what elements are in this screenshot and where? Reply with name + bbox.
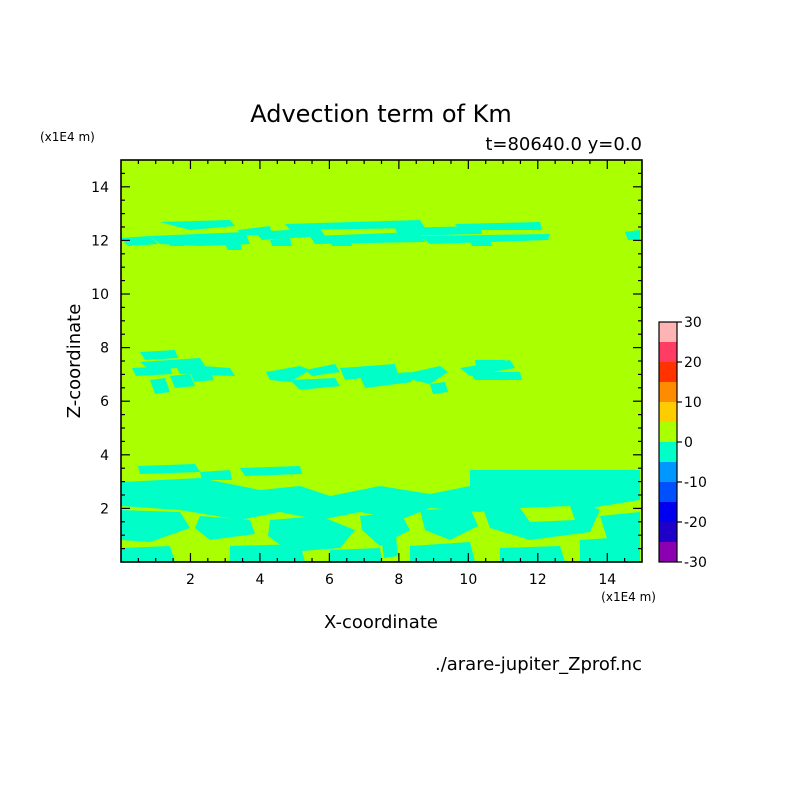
x-tick-label: 10 [459,572,477,588]
colorbar: -30 -20 -10 0 10 20 30 [658,315,707,571]
colorbar-swatch [659,462,677,482]
y-tick-label: 6 [100,394,109,410]
y-axis-ticks: 2 4 6 8 10 12 14 [91,172,642,550]
negative-band-lower [121,464,640,562]
x-tick-label: 6 [325,572,334,588]
negative-band-upper [120,220,640,250]
colorbar-label: -20 [684,515,707,531]
colorbar-swatch [659,442,677,462]
y-tick-label: 4 [100,448,109,464]
colorbar-label: -10 [684,475,707,491]
colorbar-label: 10 [684,395,702,411]
x-axis-ticks: 2 4 6 8 10 12 14 [137,160,626,588]
x-tick-label: 14 [598,572,616,588]
x-tick-label: 2 [186,572,195,588]
y-tick-label: 14 [91,180,109,196]
colorbar-swatch [659,522,677,542]
colorbar-label: 0 [684,435,693,451]
x-tick-label: 8 [394,572,403,588]
y-unit-label: (x1E4 m) [40,130,95,144]
y-axis-label: Z-coordinate [64,304,85,419]
y-tick-label: 2 [100,501,109,517]
source-filename: ./arare-jupiter_Zprof.nc [435,654,642,675]
y-tick-label: 12 [91,233,109,249]
colorbar-swatch [659,502,677,522]
chart-subtitle: t=80640.0 y=0.0 [485,134,642,155]
colorbar-swatch [659,482,677,502]
colorbar-swatch [659,342,677,362]
colorbar-label: 20 [684,355,702,371]
colorbar-swatch [659,422,677,442]
x-unit-label: (x1E4 m) [601,590,656,604]
x-tick-label: 12 [529,572,547,588]
x-tick-label: 4 [255,572,264,588]
colorbar-swatch [659,322,677,342]
colorbar-swatch [659,542,677,562]
negative-band-middle [132,350,522,394]
y-tick-label: 8 [100,341,109,357]
chart-title: Advection term of Km [250,100,512,128]
colorbar-label: -30 [684,555,707,571]
colorbar-swatch [659,362,677,382]
negative-regions [120,220,640,562]
x-axis-label: X-coordinate [324,612,438,633]
colorbar-label: 30 [684,315,702,331]
colorbar-swatch [659,402,677,422]
y-tick-label: 10 [91,287,109,303]
colorbar-swatch [659,382,677,402]
